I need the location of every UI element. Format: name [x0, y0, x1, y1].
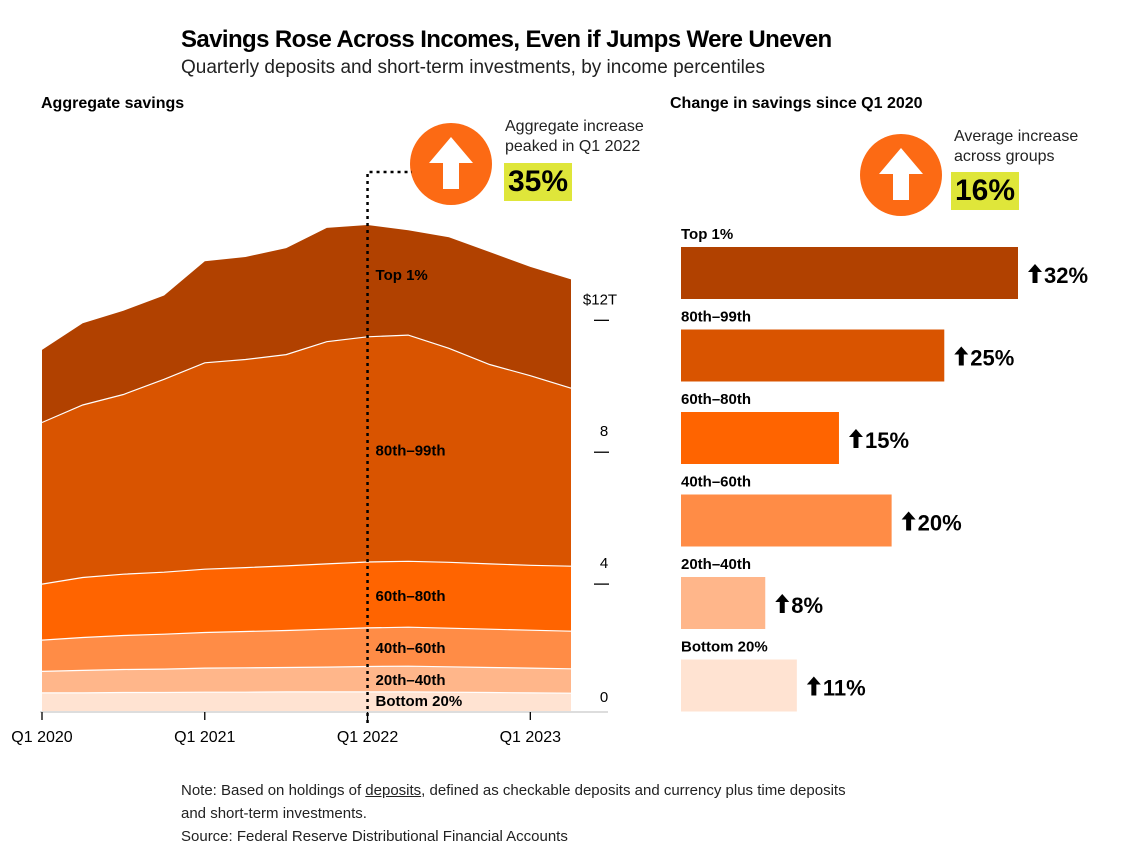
aggregate-increase-value: 35%	[504, 163, 573, 201]
series-label-80th-99th: 80th–99th	[376, 442, 446, 459]
bar-category-label: Top 1%	[681, 226, 733, 243]
bar-20th-40th	[681, 577, 766, 629]
bar-category-label: 60th–80th	[681, 391, 751, 408]
series-label-bottom-20: Bottom 20%	[376, 693, 463, 710]
y-tick-label: 4	[600, 555, 608, 572]
note-line-2: and short-term investments.	[181, 805, 367, 822]
x-tick-label: Q1 2020	[11, 729, 72, 746]
right-panel-title: Change in savings since Q1 2020	[670, 95, 923, 112]
up-arrow-icon	[848, 429, 863, 448]
area-boundary-bottom-20	[42, 691, 572, 694]
bar-category-label: 80th–99th	[681, 309, 751, 326]
aggregate-callout-line1: Aggregate increase	[505, 118, 644, 135]
up-arrow-icon	[1028, 264, 1042, 283]
bar-category-label: 40th–60th	[681, 474, 751, 491]
chart-subtitle: Quarterly deposits and short-term invest…	[181, 57, 765, 78]
note-suffix: , defined as checkable deposits and curr…	[421, 782, 846, 799]
aggregate-savings-area-chart: Q1 2020 Q1 2021 Q1 2022 Q1 2023 0 4 8 $12T Botto…	[11, 170, 617, 746]
average-increase-value: 16%	[951, 172, 1020, 210]
area-bottom-20	[42, 691, 571, 711]
bar-bottom-20	[681, 659, 797, 712]
bar-60th-80th	[681, 412, 839, 464]
y-tick-label: $12T	[583, 291, 617, 308]
area-40th-60th	[42, 627, 571, 672]
x-tick-label: Q1 2022	[337, 729, 398, 746]
bar-value-label: 8%	[791, 593, 823, 618]
up-arrow-icon	[806, 676, 821, 696]
y-tick-label: 0	[600, 689, 608, 706]
peak-reference-line	[366, 170, 412, 723]
area-80th-99th	[42, 335, 571, 585]
series-label-top-1: Top 1%	[376, 267, 428, 284]
up-arrow-icon	[954, 346, 969, 366]
up-arrow-icon	[901, 511, 916, 531]
y-tick-label: 8	[600, 423, 608, 440]
area-60th-80th	[42, 561, 571, 641]
series-label-40th-60th: 40th–60th	[376, 640, 446, 657]
up-arrow-icon	[775, 594, 790, 613]
average-callout-line1: Average increase	[954, 128, 1079, 145]
left-panel-title: Aggregate savings	[41, 95, 185, 112]
bar-40th-60th	[681, 494, 892, 547]
series-label-60th-80th: 60th–80th	[376, 588, 446, 605]
bar-value-label: 15%	[865, 428, 909, 453]
bar-category-label: 20th–40th	[681, 556, 751, 573]
footnotes: Note: Based on holdings of deposits, def…	[181, 779, 846, 848]
bar-category-label: Bottom 20%	[681, 639, 768, 656]
bar-value-label: 11%	[823, 676, 866, 701]
aggregate-up-arrow-icon	[410, 123, 492, 205]
series-label-20th-40th: 20th–40th	[376, 672, 446, 689]
note-line-1: Note: Based on holdings of deposits, def…	[181, 779, 846, 802]
x-tick-label: Q1 2023	[500, 729, 561, 746]
bar-top-1	[681, 247, 1018, 299]
deposits-link[interactable]: deposits	[365, 782, 422, 799]
average-callout-text: Average increase across groups	[954, 127, 1078, 167]
aggregate-callout-text: Aggregate increase peaked in Q1 2022	[505, 117, 644, 157]
x-tick-label: Q1 2021	[174, 729, 235, 746]
area-boundary-40th-60th	[41, 626, 572, 641]
bar-value-label: 32%	[1044, 263, 1088, 288]
area-top-1	[42, 225, 571, 423]
area-boundary-80th-99th	[41, 334, 572, 424]
area-boundary-60th-80th	[41, 560, 572, 585]
bar-value-label: 20%	[918, 511, 962, 536]
source-line: Source: Federal Reserve Distributional F…	[181, 828, 568, 845]
average-callout-line2: across groups	[954, 148, 1055, 165]
bar-value-label: 25%	[970, 346, 1014, 371]
aggregate-callout-line2: peaked in Q1 2022	[505, 138, 641, 155]
chart-title: Savings Rose Across Incomes, Even if Jum…	[181, 26, 832, 53]
bar-80th-99th	[681, 329, 945, 382]
area-boundary-20th-40th	[41, 665, 572, 672]
area-20th-40th	[42, 666, 571, 694]
note-prefix: Note: Based on holdings of	[181, 782, 366, 799]
change-in-savings-bar-chart: Top 1% 32% 80th–99th 25% 60th–80th 15% 40th–60…	[681, 226, 1088, 712]
average-up-arrow-icon	[860, 134, 942, 216]
